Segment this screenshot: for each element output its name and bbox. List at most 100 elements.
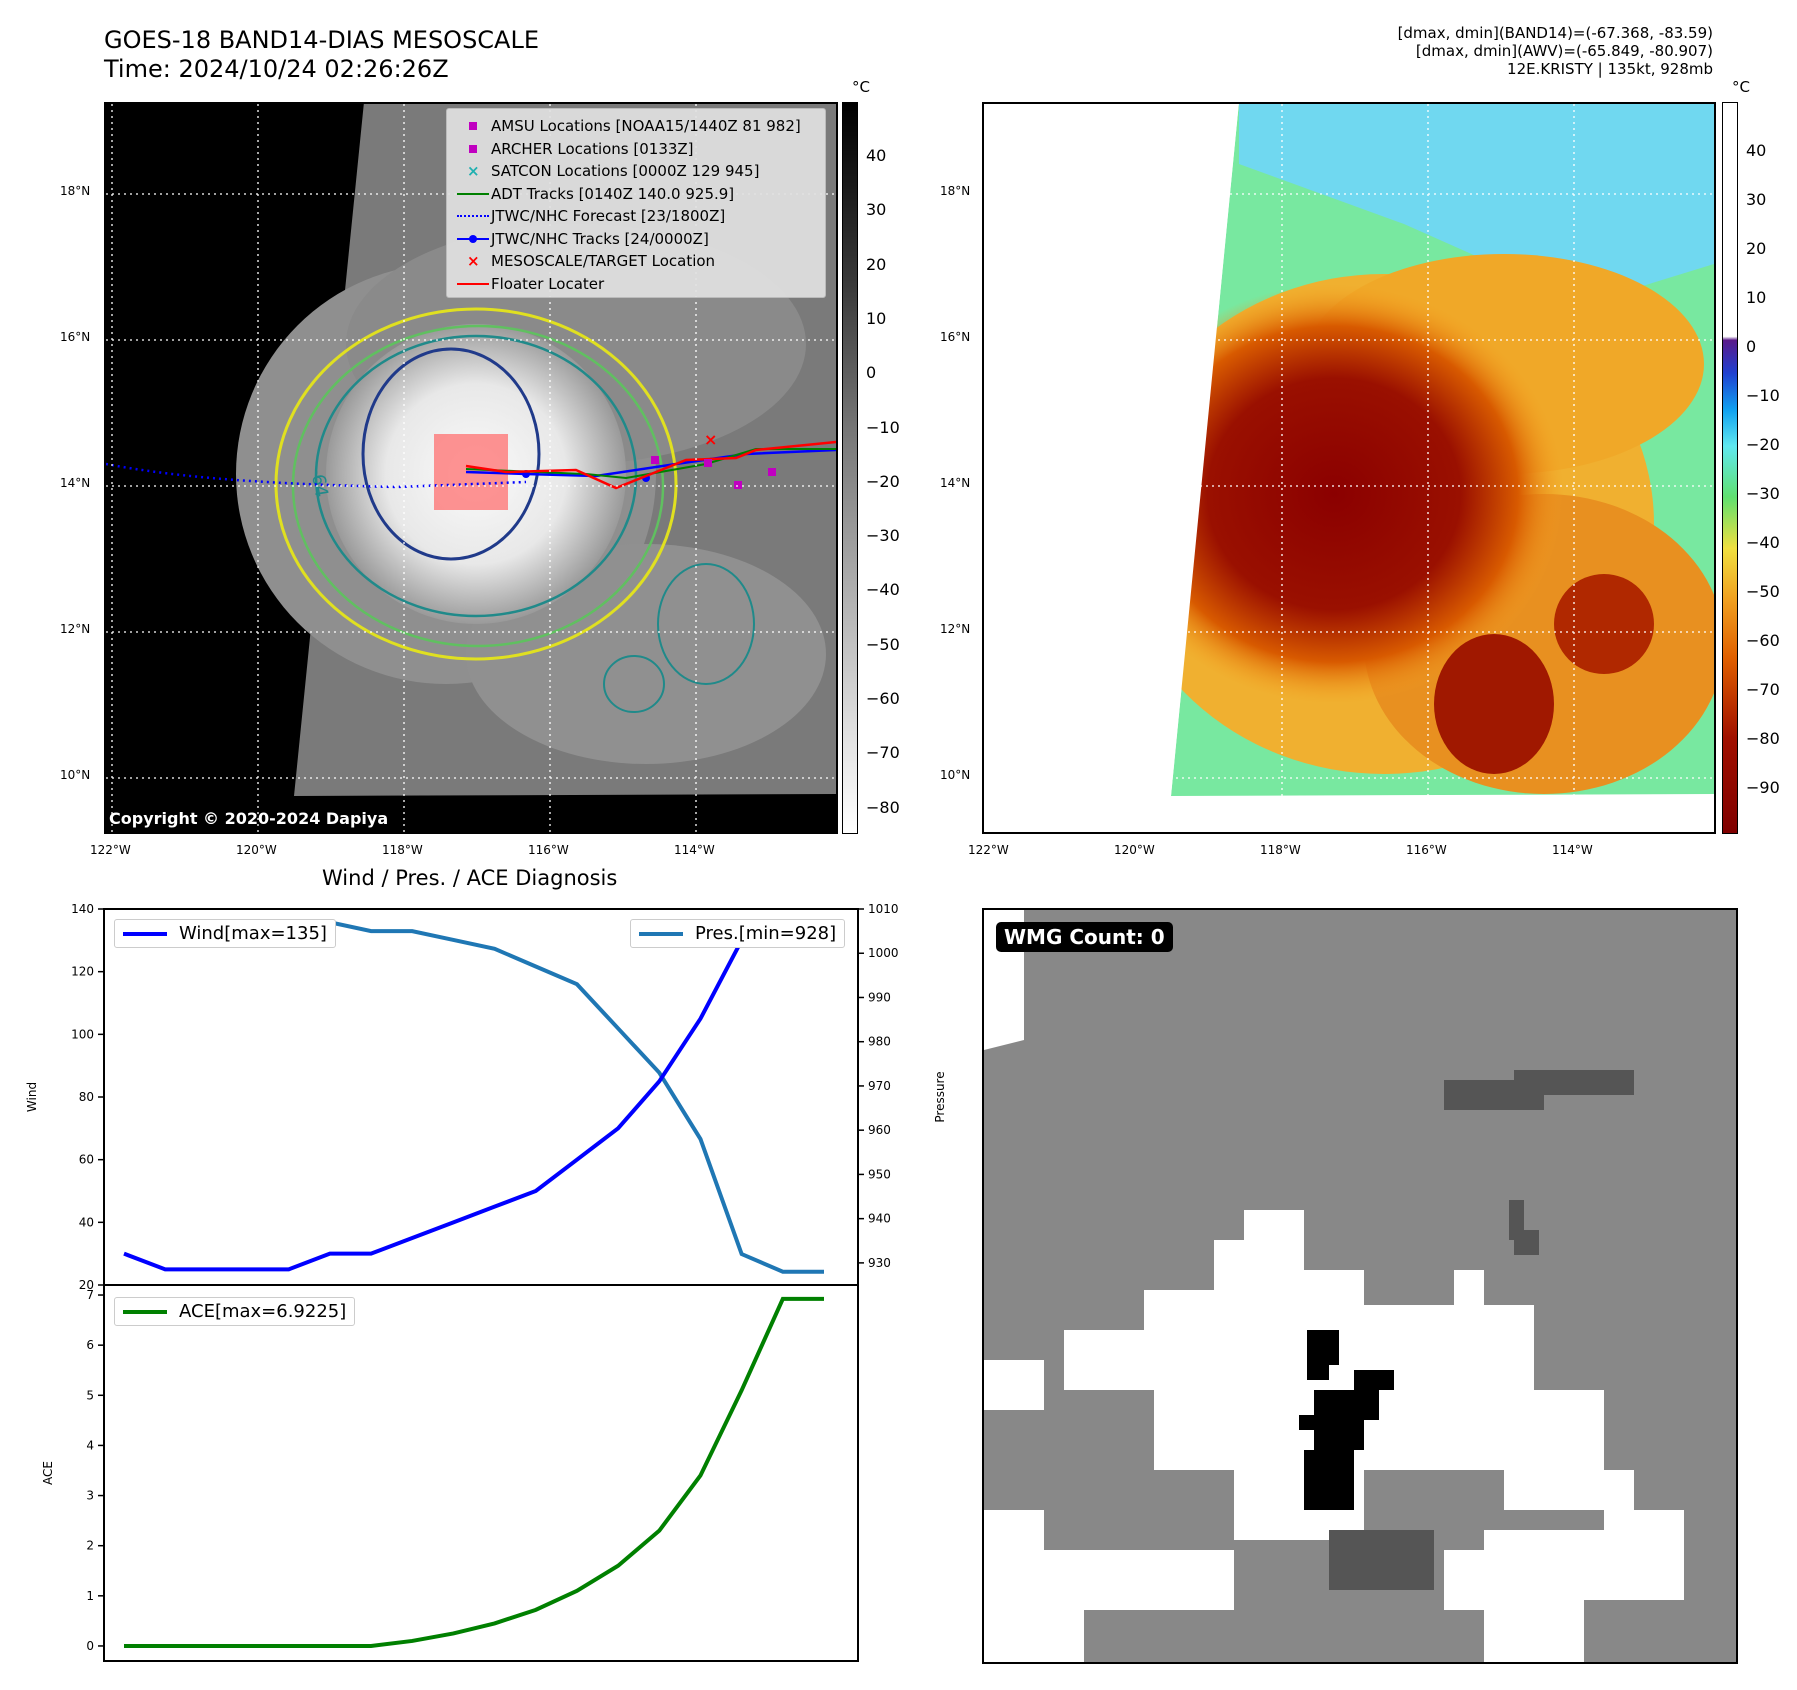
pressure-legend-swatch — [639, 931, 683, 936]
stats-line-3: 12E.KRISTY | 135kt, 928mb — [1507, 60, 1713, 78]
ace-axis-label: ACE — [41, 1461, 55, 1485]
target-marker: × — [704, 430, 717, 449]
colorbar-tick-label: 20 — [1746, 239, 1767, 258]
ace-tick-label: 2 — [86, 1539, 94, 1553]
contour-navy — [361, 347, 541, 561]
storm-core — [1104, 284, 1564, 704]
colorbar-tick-label: −10 — [866, 417, 900, 437]
wmg-black-region — [1307, 1330, 1339, 1380]
colorbar-tick-label: −70 — [866, 743, 900, 763]
colorbar-tick-label: −50 — [866, 634, 900, 654]
colorbar-tick-label: −20 — [1746, 435, 1780, 454]
ace-line — [124, 1296, 824, 1648]
wind-legend-swatch — [123, 931, 167, 936]
wmg-dark-region — [1329, 1530, 1434, 1590]
wind-axis-label: Wind — [25, 1082, 39, 1112]
pressure-tick-label: 970 — [868, 1079, 891, 1093]
wmg-white-region — [984, 1510, 1164, 1662]
map-legend: AMSU Locations [NOAA15/1440Z 81 982] ARC… — [446, 108, 826, 298]
ace-tick-label: 0 — [86, 1639, 94, 1653]
colorbar-tick-label: 40 — [1746, 141, 1767, 160]
pressure-tick-label: 990 — [868, 990, 891, 1004]
legend-label: JTWC/NHC Tracks [24/0000Z] — [491, 229, 709, 248]
pressure-tick-label: 980 — [868, 1035, 891, 1049]
jtwc-track — [465, 448, 836, 478]
lat-label: 10°N — [60, 768, 91, 782]
legend-label: MESOSCALE/TARGET Location — [491, 252, 716, 270]
colorbar-tick-label: 10 — [1746, 288, 1767, 307]
stats-block: [dmax, dmin](BAND14)=(-67.368, -83.59) [… — [1398, 24, 1713, 78]
lat-label: 18°N — [940, 184, 971, 198]
legend-item-target: × MESOSCALE/TARGET Location — [455, 250, 817, 273]
lat-label: 16°N — [940, 330, 971, 344]
wmg-white-region — [984, 1360, 1044, 1410]
legend-label: ARCHER Locations [0133Z] — [491, 139, 694, 158]
wmg-white-region — [1164, 1550, 1234, 1610]
title-line-2: Time: 2024/10/24 02:26:26Z — [104, 55, 449, 83]
colorbar-tick-label: 30 — [1746, 190, 1767, 209]
lon-label: 122°W — [90, 843, 131, 857]
contour-label: -64 — [306, 466, 332, 499]
pressure-tick-label: 1010 — [868, 902, 899, 916]
lat-label: 16°N — [60, 330, 91, 344]
ace-tick-label: 1 — [86, 1589, 94, 1603]
diagnosis-chart: Wind Pressure ACE 1401201008060402010101… — [25, 902, 947, 1662]
ace-tick-label: 5 — [86, 1388, 94, 1402]
wind-legend-label: Wind[max=135] — [179, 923, 327, 944]
wind-tick-label: 120 — [71, 965, 94, 979]
colorbar-tick-label: −80 — [866, 797, 900, 817]
wind-tick-label: 60 — [79, 1153, 94, 1167]
stats-line-1: [dmax, dmin](BAND14)=(-67.368, -83.59) — [1397, 24, 1713, 42]
legend-item-adt: ADT Tracks [0140Z 140.0 925.9] — [455, 183, 817, 206]
awv-map-image — [984, 104, 1714, 832]
wind-line — [123, 922, 824, 1272]
archer-marker — [768, 468, 776, 476]
ace-legend: ACE[max=6.9225] — [114, 1297, 356, 1326]
ace-tick-label: 7 — [86, 1288, 94, 1302]
pressure-line — [124, 920, 824, 1274]
ace-legend-swatch — [123, 1309, 167, 1314]
awv-map-panel — [982, 102, 1716, 834]
colorbar-tick-label: 30 — [866, 200, 887, 220]
lon-label: 114°W — [674, 843, 715, 857]
legend-label: JTWC/NHC Forecast [23/1800Z] — [491, 207, 726, 225]
archer-marker — [704, 459, 712, 467]
wmg-white-region — [1444, 1470, 1684, 1662]
wind-pres-axes — [103, 908, 859, 1286]
ace-legend-label: ACE[max=6.9225] — [179, 1301, 347, 1322]
wind-legend: Wind[max=135] — [114, 919, 336, 948]
colorbar-tick-label: −40 — [1746, 533, 1780, 552]
awv-map-grid — [984, 104, 1714, 832]
colorbar-tick-label: 0 — [866, 363, 877, 383]
legend-label: AMSU Locations [NOAA15/1440Z 81 982] — [491, 117, 801, 135]
lon-label: 116°W — [1406, 843, 1447, 857]
pressure-tick-label: 960 — [868, 1123, 891, 1137]
ace-tick-label: 3 — [86, 1489, 94, 1503]
wind-tick-label: 80 — [79, 1090, 94, 1104]
chart-title: Wind / Pres. / ACE Diagnosis — [322, 866, 618, 890]
legend-label: ADT Tracks [0140Z 140.0 925.9] — [491, 184, 735, 203]
colorbar-tick-label: −30 — [1746, 484, 1780, 503]
lat-label: 10°N — [940, 768, 971, 782]
colorbar-tick-label: 40 — [866, 146, 887, 165]
colorbar-color — [1722, 102, 1738, 834]
lat-label: 12°N — [60, 622, 91, 636]
colorbar-tick-label: −90 — [1746, 778, 1780, 797]
no-data-region — [984, 104, 1239, 796]
amsu-marker — [651, 456, 659, 464]
colorbar-tick-label: −50 — [1746, 582, 1780, 601]
stats-line-2: [dmax, dmin](AWV)=(-65.849, -80.907) — [1415, 42, 1713, 60]
legend-label: SATCON Locations [0000Z 129 945] — [491, 162, 760, 180]
title-line-1: GOES-18 BAND14-DIAS MESOSCALE — [104, 26, 540, 54]
pressure-tick-label: 940 — [868, 1212, 891, 1226]
colorbar-color-unit: °C — [1732, 78, 1750, 96]
wmg-count-badge: WMG Count: 0 — [996, 922, 1173, 952]
ace-axes — [103, 1284, 859, 1662]
contour-yellow — [274, 307, 678, 661]
ace-tick-label: 6 — [86, 1338, 94, 1352]
pressure-axis-label: Pressure — [933, 1071, 947, 1122]
colorbar-tick-label: −10 — [1746, 386, 1780, 405]
pressure-legend: Pres.[min=928] — [630, 919, 846, 948]
legend-item-forecast: JTWC/NHC Forecast [23/1800Z] — [455, 205, 817, 228]
colorbar-tick-label: −60 — [866, 689, 900, 708]
